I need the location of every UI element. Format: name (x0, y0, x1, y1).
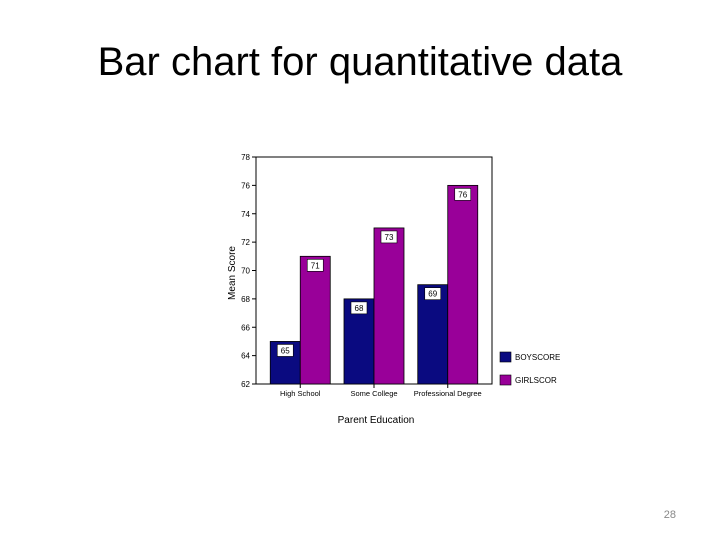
slide-title: Bar chart for quantitative data (97, 40, 623, 84)
bar-girlscor-0 (299, 255, 331, 385)
y-tick-label: 74 (241, 210, 250, 219)
y-tick-label: 78 (241, 153, 250, 162)
data-label: 68 (355, 304, 364, 313)
data-label: 69 (428, 290, 437, 299)
y-axis-label: Mean Score (227, 246, 238, 300)
y-tick-label: 70 (241, 267, 250, 276)
bar-girlscor-2 (447, 184, 479, 385)
legend-label: GIRLSCOR (515, 376, 557, 385)
y-tick-label: 66 (241, 323, 250, 332)
data-label-box (454, 188, 472, 201)
x-tick-label: High School (280, 389, 321, 398)
page-number: 28 (663, 509, 676, 521)
data-label: 65 (281, 346, 290, 355)
x-tick-label: Professional Degree (414, 389, 482, 398)
legend-label: BOYSCORE (515, 353, 560, 362)
bar-boyscore-2 (417, 284, 449, 385)
y-tick-label: 68 (241, 295, 250, 304)
data-label: 73 (385, 233, 394, 242)
data-label-box (380, 230, 398, 244)
bar-girlscor-1 (373, 227, 405, 385)
x-axis-label: Parent Education (338, 415, 415, 426)
x-tick-label: Some College (350, 389, 397, 398)
legend-swatch (499, 374, 512, 386)
y-tick-label: 64 (241, 352, 250, 361)
y-tick-label: 76 (241, 181, 250, 190)
y-tick-label: 62 (241, 380, 250, 389)
data-label-box (424, 287, 442, 300)
data-label-box (276, 344, 294, 357)
legend-swatch (499, 351, 512, 363)
data-label-box (306, 259, 324, 272)
data-label: 76 (458, 190, 467, 199)
y-tick-label: 72 (241, 238, 250, 247)
data-label: 71 (311, 261, 320, 270)
data-label-box (350, 301, 368, 315)
